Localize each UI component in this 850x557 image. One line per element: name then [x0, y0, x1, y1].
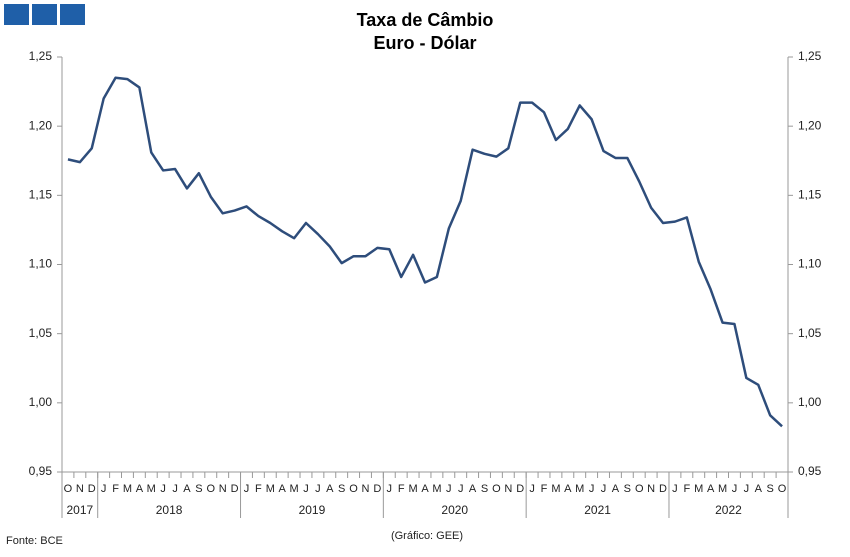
x-tick-label: M [123, 483, 132, 495]
x-tick-label: S [338, 483, 345, 495]
series-line [67, 76, 783, 428]
x-tick-label: J [529, 483, 535, 495]
y2-tick-label: 1,00 [798, 395, 822, 409]
y2-tick-label: 1,05 [798, 326, 822, 340]
x-tick-label: M [289, 483, 298, 495]
x-tick-label: O [64, 483, 73, 495]
header-block [4, 4, 29, 25]
x-tick-label: S [766, 483, 773, 495]
x-tick-label: A [421, 483, 429, 495]
x-tick-label: A [755, 483, 763, 495]
header-block [60, 4, 85, 25]
x-tick-label: S [481, 483, 488, 495]
x-tick-label: O [349, 483, 358, 495]
x-tick-label: F [398, 483, 405, 495]
x-tick-label: N [504, 483, 512, 495]
x-tick-label: J [172, 483, 178, 495]
x-tick-label: M [147, 483, 156, 495]
x-tick-label: A [564, 483, 572, 495]
x-tick-label: D [373, 483, 381, 495]
x-tick-label: S [624, 483, 631, 495]
x-tick-label: M [432, 483, 441, 495]
source: Fonte: BCE [6, 535, 63, 547]
x-tick-label: F [255, 483, 262, 495]
x-tick-label: M [718, 483, 727, 495]
x-tick-label: A [612, 483, 620, 495]
y-tick-label: 1,00 [29, 395, 53, 409]
x-tick-label: J [744, 483, 750, 495]
y-tick-label: 1,05 [29, 326, 53, 340]
x-tick-label: J [101, 483, 107, 495]
year-label: 2017 [67, 503, 94, 517]
x-tick-label: M [409, 483, 418, 495]
x-tick-label: S [195, 483, 202, 495]
x-tick-label: D [88, 483, 96, 495]
x-tick-label: A [136, 483, 144, 495]
note: (Gráfico: GEE) [391, 530, 463, 542]
x-tick-label: D [516, 483, 524, 495]
header-block [32, 4, 57, 25]
x-tick-label: M [266, 483, 275, 495]
x-tick-label: A [183, 483, 191, 495]
y-tick-label: 0,95 [29, 464, 53, 478]
x-tick-label: J [315, 483, 321, 495]
x-tick-label: D [231, 483, 239, 495]
year-label: 2019 [299, 503, 326, 517]
x-tick-label: F [683, 483, 690, 495]
x-tick-label: M [575, 483, 584, 495]
y-tick-label: 1,15 [29, 188, 53, 202]
x-tick-label: J [387, 483, 393, 495]
x-tick-label: O [778, 483, 787, 495]
x-tick-label: J [160, 483, 166, 495]
y2-tick-label: 0,95 [798, 464, 822, 478]
x-tick-label: D [659, 483, 667, 495]
x-tick-label: O [635, 483, 644, 495]
chart-subtitle: Euro - Dólar [373, 33, 476, 53]
x-tick-label: J [672, 483, 678, 495]
y-tick-label: 1,20 [29, 118, 53, 132]
y-tick-label: 1,25 [29, 49, 53, 63]
x-tick-label: J [589, 483, 595, 495]
y2-tick-label: 1,20 [798, 118, 822, 132]
x-tick-label: F [541, 483, 548, 495]
x-tick-label: A [279, 483, 287, 495]
year-label: 2021 [584, 503, 611, 517]
y2-tick-label: 1,25 [798, 49, 822, 63]
y2-tick-label: 1,10 [798, 257, 822, 271]
chart-title: Taxa de Câmbio [357, 10, 494, 30]
x-tick-label: O [492, 483, 501, 495]
year-label: 2022 [715, 503, 742, 517]
x-tick-label: J [244, 483, 250, 495]
x-tick-label: J [458, 483, 464, 495]
y-tick-label: 1,10 [29, 257, 53, 271]
x-tick-label: A [326, 483, 334, 495]
y2-tick-label: 1,15 [798, 188, 822, 202]
year-label: 2018 [156, 503, 183, 517]
x-tick-label: O [206, 483, 215, 495]
x-tick-label: N [362, 483, 370, 495]
x-tick-label: M [551, 483, 560, 495]
x-tick-label: A [707, 483, 715, 495]
x-tick-label: J [732, 483, 738, 495]
x-tick-label: M [694, 483, 703, 495]
year-label: 2020 [441, 503, 468, 517]
x-tick-label: N [647, 483, 655, 495]
x-tick-label: J [303, 483, 309, 495]
x-tick-label: J [601, 483, 607, 495]
x-tick-label: N [219, 483, 227, 495]
x-tick-label: A [469, 483, 477, 495]
x-tick-label: J [446, 483, 452, 495]
x-tick-label: N [76, 483, 84, 495]
x-tick-label: F [112, 483, 119, 495]
